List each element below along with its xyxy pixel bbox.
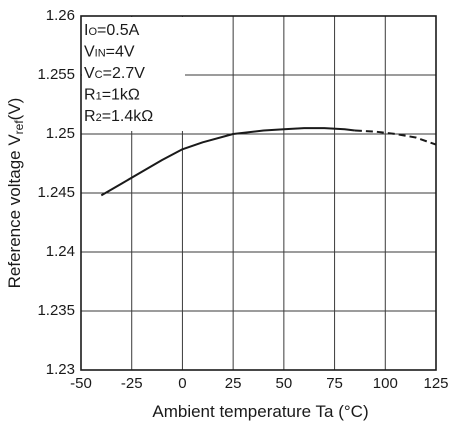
x-tick-label: -25 xyxy=(121,375,143,392)
condition-subscript: C xyxy=(95,69,103,81)
y-axis-label-main: Reference voltage V xyxy=(5,134,24,289)
y-tick-label: 1.235 xyxy=(37,302,75,319)
y-axis-label-subscript: ref xyxy=(12,120,26,135)
x-tick-label: -50 xyxy=(70,375,92,392)
x-tick-label: 50 xyxy=(276,375,293,392)
condition-symbol: R xyxy=(84,108,96,125)
y-axis-label-unit: (V) xyxy=(5,98,24,121)
x-tick-label: 125 xyxy=(423,375,448,392)
condition-text: IO=0.5A xyxy=(84,22,140,39)
conditions-box xyxy=(82,17,185,131)
y-tick-label: 1.24 xyxy=(46,243,75,260)
condition-text: R2=1.4kΩ xyxy=(84,108,153,125)
condition-symbol: R xyxy=(84,87,96,104)
plot-frame xyxy=(80,15,437,371)
condition-text: VIN=4V xyxy=(84,44,135,61)
condition-symbol: V xyxy=(84,65,95,82)
y-tick-label: 1.26 xyxy=(46,7,75,24)
condition-value: =4V xyxy=(106,44,135,61)
condition-value: =2.7V xyxy=(103,65,146,82)
condition-subscript: IN xyxy=(95,48,106,60)
condition-text: R1=1kΩ xyxy=(84,87,140,104)
condition-value: =1.4kΩ xyxy=(102,108,154,125)
condition-subscript: 1 xyxy=(96,91,102,103)
y-tick-label: 1.245 xyxy=(37,184,75,201)
y-tick-label: 1.255 xyxy=(37,66,75,83)
condition-value: =1kΩ xyxy=(102,87,140,104)
condition-text: VC=2.7V xyxy=(84,65,145,82)
y-axis-label: Reference voltage Vref(V) xyxy=(5,98,26,289)
y-tick-label: 1.25 xyxy=(46,125,75,142)
condition-symbol: I xyxy=(84,22,88,39)
condition-subscript: O xyxy=(88,26,97,38)
condition-subscript: 2 xyxy=(96,112,102,124)
x-tick-label: 75 xyxy=(326,375,343,392)
condition-symbol: V xyxy=(84,44,95,61)
condition-value: =0.5A xyxy=(97,22,140,39)
series-line-dashed xyxy=(354,129,437,146)
x-axis-label: Ambient temperature Ta (°C) xyxy=(152,402,368,421)
series-line-solid xyxy=(100,127,356,197)
y-tick-label: 1.23 xyxy=(46,361,75,378)
x-tick-label: 100 xyxy=(373,375,398,392)
x-tick-label: 0 xyxy=(178,375,186,392)
x-tick-label: 25 xyxy=(225,375,242,392)
